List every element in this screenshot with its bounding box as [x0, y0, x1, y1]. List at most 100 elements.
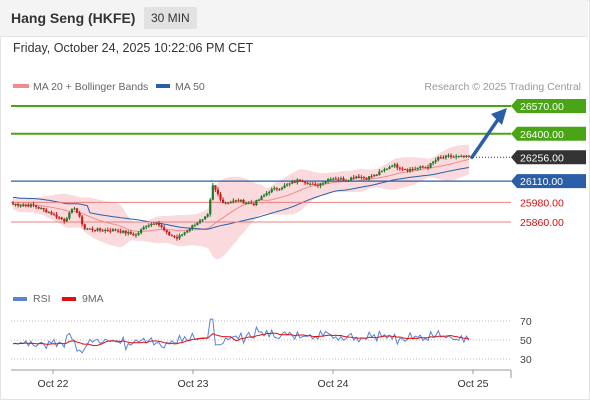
- candle: [262, 193, 266, 198]
- candle: [209, 197, 212, 217]
- candle-body: [347, 180, 350, 182]
- candle: [81, 214, 84, 227]
- candle-body: [329, 179, 332, 181]
- candle-body: [42, 208, 45, 210]
- candle-body: [406, 169, 409, 172]
- candle: [327, 178, 330, 184]
- candle-body: [109, 230, 112, 232]
- candle-body: [19, 205, 22, 207]
- candle: [288, 182, 291, 187]
- candle-body: [393, 164, 396, 167]
- candle: [42, 207, 45, 213]
- candle-body: [178, 235, 181, 239]
- candle-body: [157, 223, 161, 226]
- candle-body: [193, 225, 196, 227]
- candle: [334, 176, 337, 180]
- candle-body: [257, 199, 261, 201]
- candle-body: [419, 166, 422, 168]
- ma20-legend-swatch: [13, 84, 29, 88]
- candle-body: [396, 164, 399, 168]
- candle-body: [211, 185, 214, 200]
- candle: [350, 176, 353, 181]
- candle: [242, 198, 245, 204]
- candle: [45, 208, 48, 213]
- candle-body: [360, 177, 363, 179]
- candle-body: [401, 168, 404, 170]
- candle-body: [442, 157, 445, 159]
- candle-body: [280, 187, 284, 190]
- candle-body: [367, 176, 371, 180]
- candle: [280, 186, 284, 191]
- candle-body: [219, 194, 222, 200]
- candle: [365, 177, 368, 180]
- candle-body: [239, 199, 243, 202]
- candle: [186, 229, 189, 234]
- rsi-line: [12, 318, 470, 354]
- candle-body: [198, 220, 202, 223]
- candle: [316, 183, 319, 188]
- candle-body: [286, 184, 289, 186]
- candle-body: [265, 193, 268, 196]
- candle-body: [142, 227, 145, 230]
- candle-body: [196, 222, 199, 226]
- candle-body: [145, 226, 148, 228]
- candle-body: [27, 205, 30, 207]
- candle: [127, 230, 130, 236]
- candle: [70, 208, 74, 214]
- candle: [58, 216, 61, 220]
- candle-body: [132, 233, 135, 236]
- candle-body: [106, 230, 109, 232]
- candle-body: [96, 228, 99, 231]
- candle-body: [173, 236, 176, 238]
- candle-body: [252, 203, 255, 206]
- candle: [17, 202, 20, 208]
- ma20-legend-label: MA 20 + Bollinger Bands: [33, 81, 148, 93]
- timeframe-badge[interactable]: 30 MIN: [144, 7, 197, 29]
- rsi-panel: 70 50 30: [11, 316, 532, 366]
- candle: [434, 157, 437, 164]
- candle: [37, 206, 40, 210]
- candle-body: [81, 216, 84, 225]
- candle: [303, 180, 307, 185]
- candle: [465, 154, 468, 158]
- candle: [283, 183, 286, 189]
- candle: [424, 166, 427, 169]
- candle-body: [268, 192, 271, 194]
- candle-body: [311, 183, 314, 185]
- price-tag-26570.00: 26570.00: [511, 99, 586, 113]
- candle: [65, 216, 68, 222]
- candle-body: [352, 177, 355, 179]
- candle: [101, 228, 104, 232]
- moving-averages: [13, 158, 470, 232]
- candle-body: [70, 209, 74, 213]
- candle-body: [165, 230, 168, 233]
- candle: [309, 182, 312, 186]
- candle: [52, 212, 56, 216]
- candle-body: [14, 204, 17, 206]
- candle: [137, 231, 140, 236]
- candle-body: [247, 202, 250, 204]
- candle: [191, 224, 194, 231]
- candle: [93, 229, 97, 233]
- candle: [255, 199, 258, 206]
- candle-body: [60, 217, 63, 220]
- candle-body: [137, 232, 140, 235]
- price-tags: 26570.00 26400.00 26256.00 26110.00 25980.00…: [511, 99, 586, 229]
- candle-body: [288, 183, 291, 185]
- candle: [114, 228, 117, 232]
- candle: [442, 155, 445, 160]
- candle: [306, 181, 309, 185]
- candle: [198, 218, 202, 225]
- candle: [224, 201, 227, 205]
- candle: [250, 200, 253, 205]
- candle-body: [378, 171, 381, 176]
- candle: [419, 165, 422, 171]
- candle: [183, 231, 186, 236]
- candle-body: [170, 235, 173, 237]
- candle: [29, 203, 33, 208]
- candle-body: [365, 177, 368, 180]
- rsi-ma-line: [12, 332, 470, 347]
- candle-body: [214, 185, 217, 190]
- candle: [132, 232, 135, 236]
- candle: [157, 220, 161, 228]
